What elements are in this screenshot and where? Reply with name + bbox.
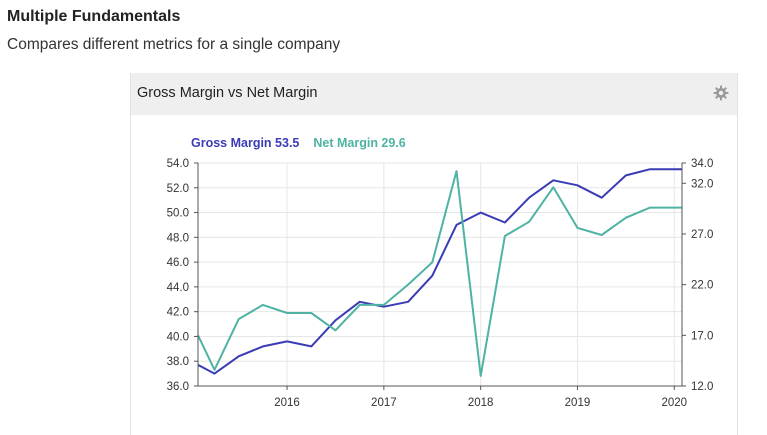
legend-label-1: Net Margin 29.6 xyxy=(313,136,405,150)
x-tick-label: 2018 xyxy=(468,397,494,409)
page-title: Multiple Fundamentals xyxy=(7,8,181,25)
chart-widget: Gross Margin vs Net Margin Gross Margin … xyxy=(130,73,738,435)
chart-legend: Gross Margin 53.5 Net Margin 29.6 xyxy=(191,136,406,150)
gear-icon[interactable] xyxy=(710,82,732,104)
left-tick-label: 38.0 xyxy=(167,356,189,368)
x-tick-label: 2020 xyxy=(661,397,687,409)
widget-title: Gross Margin vs Net Margin xyxy=(137,85,318,101)
left-tick-label: 50.0 xyxy=(167,208,189,220)
x-tick-label: 2017 xyxy=(371,397,397,409)
left-tick-label: 44.0 xyxy=(167,282,189,294)
chart-series xyxy=(197,168,682,377)
series-line-net-margin xyxy=(197,170,682,377)
right-tick-label: 22.0 xyxy=(691,280,713,292)
right-tick-label: 32.0 xyxy=(691,178,713,190)
series-line-gross-margin xyxy=(197,168,682,375)
left-tick-label: 54.0 xyxy=(167,158,189,170)
right-tick-label: 12.0 xyxy=(691,381,713,393)
right-tick-label: 34.0 xyxy=(691,158,713,170)
x-tick-label: 2016 xyxy=(274,397,300,409)
left-tick-label: 42.0 xyxy=(167,307,189,319)
left-tick-label: 48.0 xyxy=(167,232,189,244)
legend-label-0: Gross Margin 53.5 xyxy=(191,136,299,150)
chart-svg: Gross Margin 53.5 Net Margin 29.6 54.0 52.… xyxy=(167,136,714,409)
chart-grid xyxy=(198,162,682,387)
widget-header: Gross Margin vs Net Margin xyxy=(131,73,737,115)
left-tick-label: 36.0 xyxy=(167,381,189,393)
left-tick-label: 40.0 xyxy=(167,331,189,343)
chart-axes xyxy=(194,162,686,390)
right-tick-label: 17.0 xyxy=(691,330,713,342)
x-tick-label: 2019 xyxy=(565,397,591,409)
legend-item-gross-margin: Gross Margin 53.5 Net Margin 29.6 xyxy=(191,136,406,150)
page-subtitle: Compares different metrics for a single … xyxy=(7,36,341,53)
left-tick-label: 46.0 xyxy=(167,257,189,269)
right-tick-label: 27.0 xyxy=(691,229,713,241)
chart-ticks: 54.0 52.0 50.0 48.0 46.0 44.0 42.0 40.0 38.0 36.0… xyxy=(167,158,714,409)
left-tick-label: 52.0 xyxy=(167,183,189,195)
